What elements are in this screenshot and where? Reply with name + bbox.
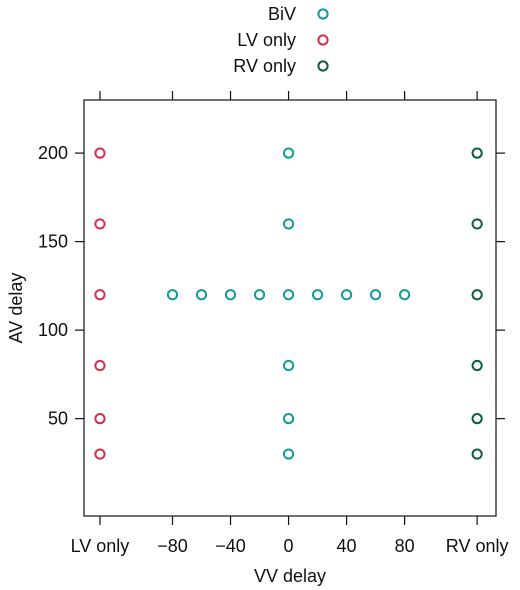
data-point <box>471 289 483 301</box>
data-point <box>94 359 106 372</box>
data-point <box>471 359 483 372</box>
data-point <box>282 448 295 460</box>
legend-marker <box>317 60 329 72</box>
data-point <box>282 413 295 425</box>
axes: LV only −80 −40 0 40 80 RV only 50 100 150 200 <box>38 91 509 556</box>
x-tick-label: 0 <box>284 536 294 556</box>
legend-marker <box>317 8 329 20</box>
x-tick-label: 80 <box>395 536 415 556</box>
data-point <box>399 289 411 301</box>
data-point <box>94 289 106 301</box>
x-tick-label: −80 <box>157 536 188 556</box>
data-point <box>369 289 382 301</box>
data-point <box>282 147 295 159</box>
data-point <box>195 289 208 301</box>
data-point <box>340 289 353 301</box>
legend-label: BiV <box>268 4 296 24</box>
data-point <box>224 289 237 301</box>
data-point <box>282 218 295 230</box>
legend-label: RV only <box>233 56 296 76</box>
data-point <box>166 289 179 301</box>
x-axis-label: VV delay <box>254 566 326 586</box>
data-point <box>94 218 106 230</box>
data-point <box>282 289 295 301</box>
x-tick-label: −40 <box>215 536 246 556</box>
y-tick-label: 200 <box>38 143 68 163</box>
x-tick-label: RV only <box>446 536 509 556</box>
y-tick-label: 50 <box>48 409 68 429</box>
x-tick-label: 40 <box>337 536 357 556</box>
plot-frame <box>83 99 497 517</box>
data-point <box>471 448 483 460</box>
legend-marker <box>317 34 329 46</box>
data-point <box>253 289 266 301</box>
data-point <box>94 448 106 460</box>
data-point <box>94 413 106 425</box>
y-tick-label: 150 <box>38 232 68 252</box>
data-point <box>471 218 483 230</box>
data-point <box>471 147 483 159</box>
data-point <box>471 413 483 425</box>
data-point <box>311 289 324 301</box>
y-axis-label: AV delay <box>6 273 26 344</box>
legend-label: LV only <box>237 30 296 50</box>
data-point <box>282 359 295 372</box>
data-points <box>94 147 483 460</box>
y-tick-label: 100 <box>38 320 68 340</box>
x-tick-label: LV only <box>71 536 130 556</box>
data-point <box>94 147 106 159</box>
legend: BiV LV only RV only <box>233 4 329 76</box>
